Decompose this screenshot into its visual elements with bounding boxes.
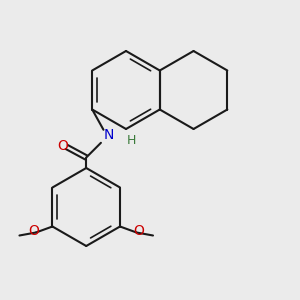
Text: O: O <box>58 139 69 152</box>
Text: N: N <box>103 128 114 142</box>
Text: O: O <box>134 224 144 238</box>
Text: O: O <box>28 224 39 238</box>
Text: H: H <box>127 134 136 147</box>
